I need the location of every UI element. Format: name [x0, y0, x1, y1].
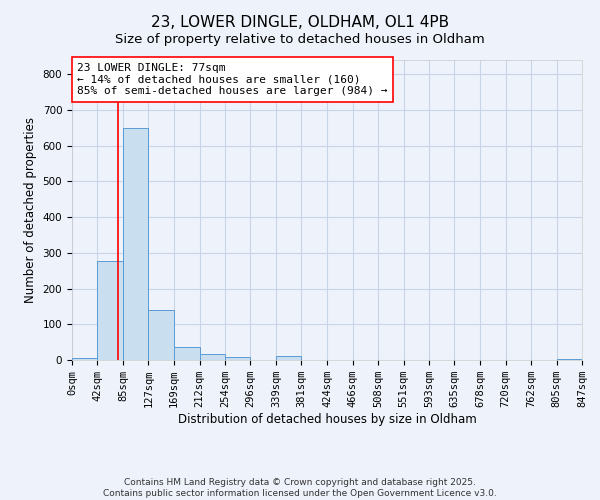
- Bar: [174, 347, 200, 360]
- Text: Size of property relative to detached houses in Oldham: Size of property relative to detached ho…: [115, 32, 485, 46]
- Bar: [276, 356, 301, 360]
- Bar: [72, 358, 97, 360]
- X-axis label: Distribution of detached houses by size in Oldham: Distribution of detached houses by size …: [178, 413, 476, 426]
- Bar: [97, 261, 123, 360]
- Bar: [200, 354, 225, 360]
- Text: 23, LOWER DINGLE, OLDHAM, OL1 4PB: 23, LOWER DINGLE, OLDHAM, OL1 4PB: [151, 15, 449, 30]
- Bar: [148, 310, 174, 360]
- Text: Contains HM Land Registry data © Crown copyright and database right 2025.
Contai: Contains HM Land Registry data © Crown c…: [103, 478, 497, 498]
- Bar: [225, 357, 250, 360]
- Y-axis label: Number of detached properties: Number of detached properties: [24, 117, 37, 303]
- Bar: [123, 128, 148, 360]
- Text: 23 LOWER DINGLE: 77sqm
← 14% of detached houses are smaller (160)
85% of semi-de: 23 LOWER DINGLE: 77sqm ← 14% of detached…: [77, 63, 388, 96]
